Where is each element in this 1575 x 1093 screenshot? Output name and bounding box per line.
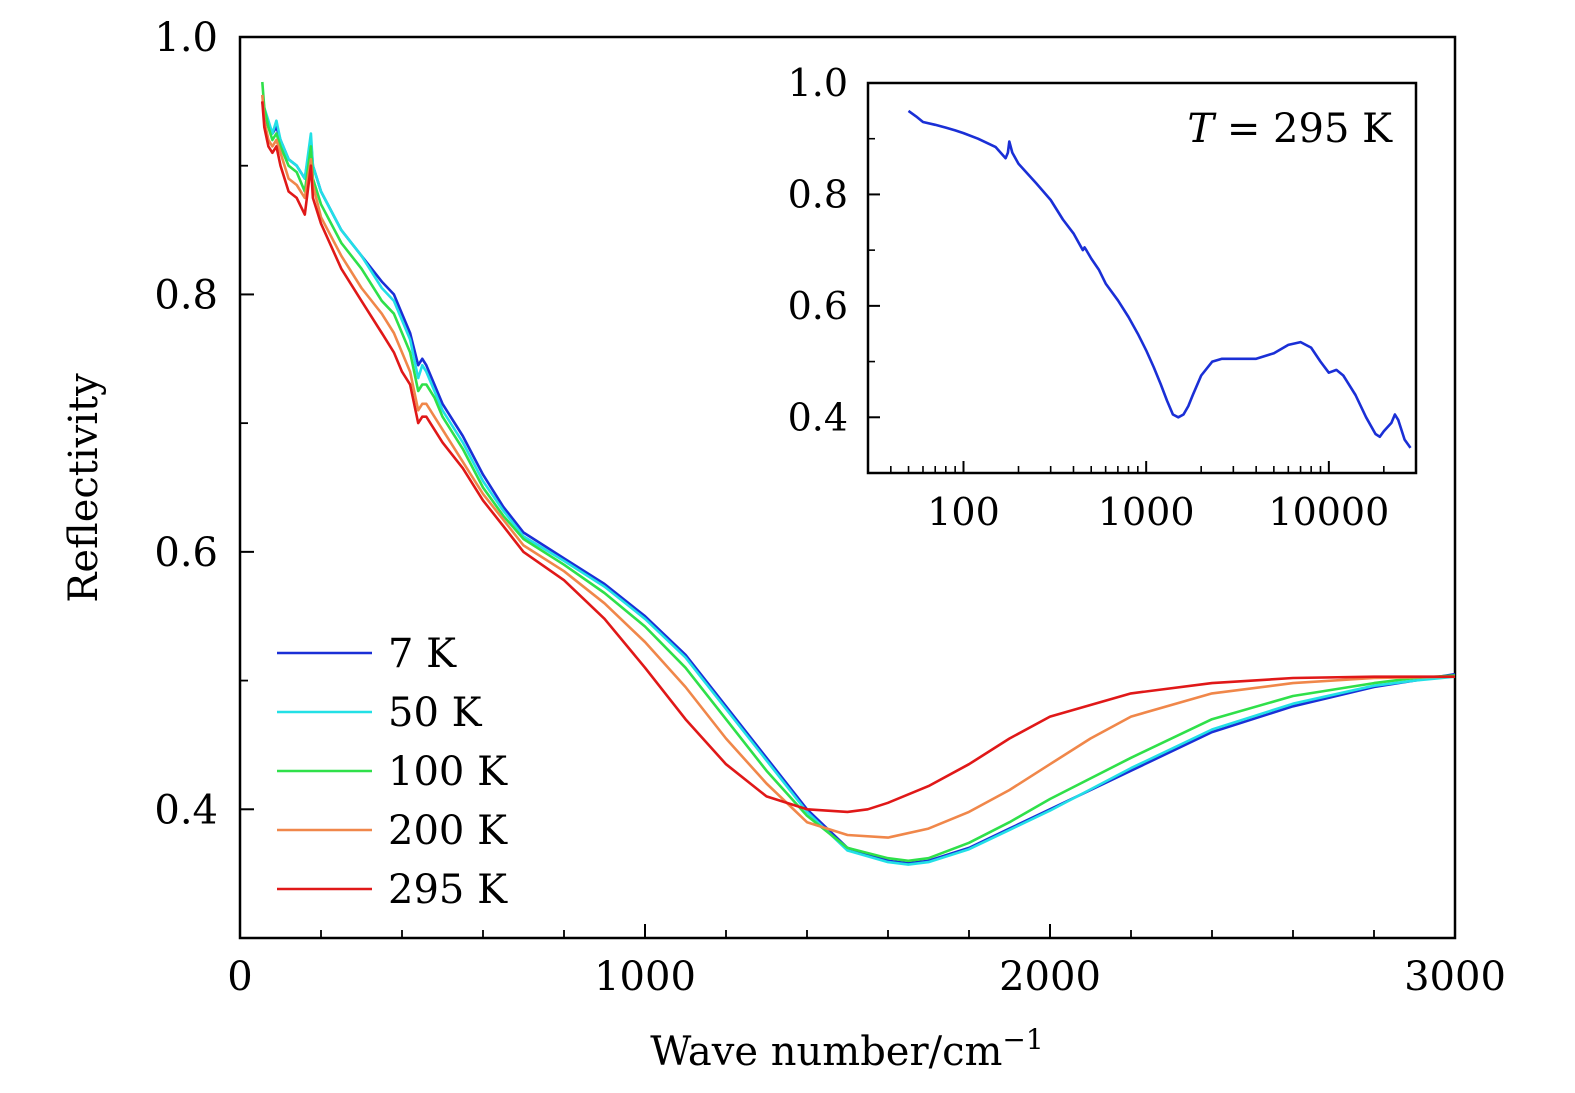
inset-plot-frame: [866, 81, 1418, 475]
inset-temperature-annotation: T = 295 K: [1187, 106, 1393, 152]
inset-y-tick-label: 0.4: [788, 395, 848, 439]
series-line: [261, 81, 1456, 863]
inset-axis-ticks: 100 1000 10000 0.4 0.6 0.8 1.0: [788, 61, 1390, 534]
legend-label: 50 K: [388, 690, 483, 736]
inset-x-tick-label: 10000: [1268, 490, 1389, 534]
y-tick-label: 0.6: [154, 530, 218, 576]
series-line: [261, 101, 1455, 814]
legend-label: 295 K: [388, 867, 508, 913]
inset-y-tick-label: 0.8: [788, 172, 848, 216]
y-tick-label: 1.0: [154, 15, 218, 61]
legend: 7 K 50 K 100 K 200 K 295 K: [277, 631, 508, 913]
main-series-group: [261, 81, 1456, 866]
series-line: [261, 94, 1456, 866]
x-tick-label: 1000: [594, 954, 696, 1000]
x-tick-label: 0: [227, 954, 252, 1000]
inset-y-tick-label: 0.6: [788, 284, 848, 328]
y-axis-title: Reflectivity: [61, 373, 107, 603]
y-tick-label: 0.8: [154, 272, 218, 318]
main-axis-ticks: 0 1000 2000 3000 0.4 0.6 0.8 1.0: [154, 15, 1506, 1000]
legend-label: 7 K: [388, 631, 457, 677]
x-tick-label: 3000: [1404, 954, 1506, 1000]
main-plot-frame: [238, 35, 1457, 940]
inset-series-group: [907, 109, 1412, 449]
legend-label: 100 K: [388, 749, 508, 795]
inset-x-tick-label: 1000: [1098, 490, 1195, 534]
x-axis-title: Wave number/cm−1: [650, 1023, 1043, 1075]
inset-x-tick-label: 100: [927, 490, 1000, 534]
series-line: [261, 94, 1456, 839]
inset-series-line: [907, 109, 1412, 449]
inset-y-tick-label: 1.0: [788, 61, 848, 105]
legend-label: 200 K: [388, 808, 508, 854]
x-tick-label: 2000: [999, 954, 1101, 1000]
y-tick-label: 0.4: [154, 787, 218, 833]
